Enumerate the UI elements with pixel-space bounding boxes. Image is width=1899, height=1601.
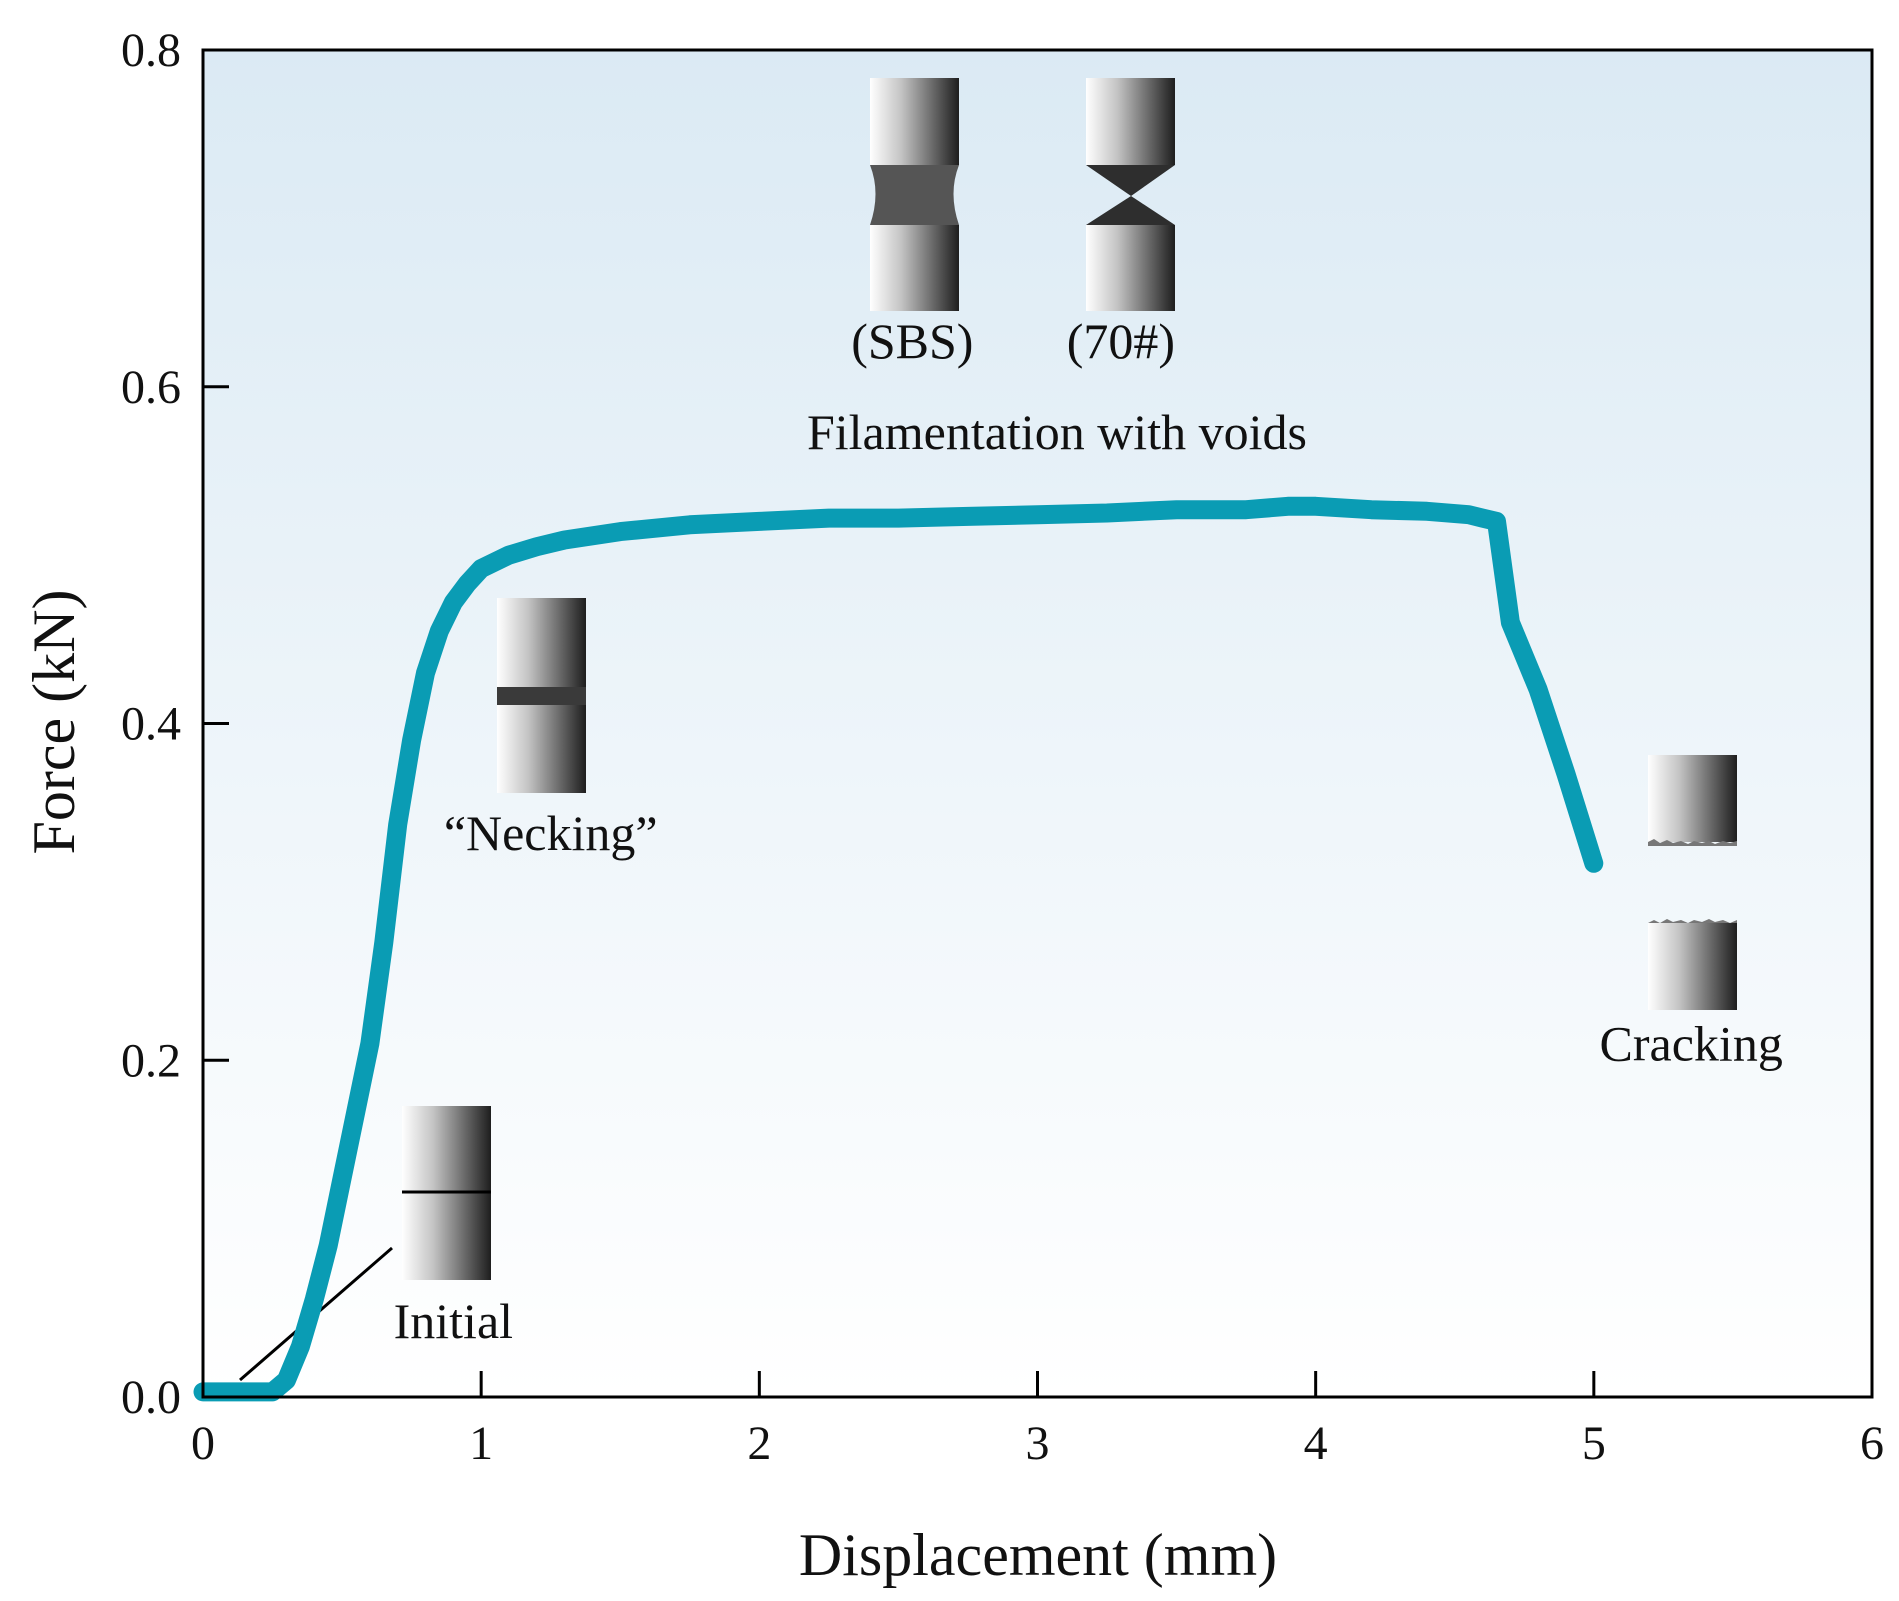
initial-specimen-icon — [402, 1106, 491, 1280]
specimen-illustrations — [402, 78, 1737, 1280]
y-tick-label: 0.6 — [121, 361, 181, 414]
annotations: Initial “Necking” (SBS) (70#) Filamentation … — [394, 313, 1783, 1349]
x-axis-ticks: 0 1 2 3 4 5 6 — [191, 1371, 1884, 1470]
cracking-specimen-icon — [1648, 755, 1737, 1010]
annotation-label: (70#) — [1067, 313, 1175, 369]
annotation-label: Filamentation with voids — [807, 404, 1307, 460]
y-axis-ticks: 0.0 0.2 0.4 0.6 0.8 — [121, 24, 229, 1424]
annotation-label: Cracking — [1600, 1015, 1783, 1071]
y-tick-label: 0.2 — [121, 1034, 181, 1087]
y-tick-label: 0.8 — [121, 24, 181, 77]
y-tick-label: 0.4 — [121, 698, 181, 751]
necking-specimen-icon — [497, 598, 586, 793]
annotation-label: Initial — [394, 1293, 513, 1349]
x-tick-label: 4 — [1304, 1417, 1328, 1470]
70-specimen-icon — [1086, 78, 1175, 311]
x-tick-label: 6 — [1860, 1417, 1884, 1470]
force-displacement-curve — [193, 496, 1604, 1402]
annotation-label: “Necking” — [444, 805, 658, 861]
x-tick-label: 1 — [469, 1417, 493, 1470]
x-tick-label: 3 — [1026, 1417, 1050, 1470]
y-tick-label: 0.0 — [121, 1371, 181, 1424]
annotation-label: (SBS) — [851, 313, 973, 369]
x-tick-label: 2 — [747, 1417, 771, 1470]
sbs-specimen-icon — [870, 78, 959, 311]
y-axis-title: Force (kN) — [21, 590, 87, 855]
x-axis-title: Displacement (mm) — [799, 1522, 1277, 1588]
x-tick-label: 5 — [1582, 1417, 1606, 1470]
x-tick-label: 0 — [191, 1417, 215, 1470]
